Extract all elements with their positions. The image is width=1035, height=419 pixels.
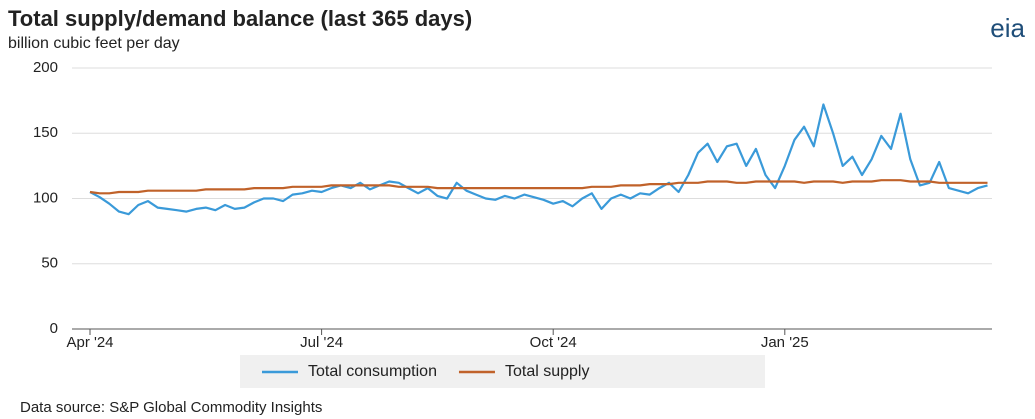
source: Data source: S&P Global Commodity Insigh… [20,399,322,416]
y-tick-label: 50 [41,255,58,272]
chart-title: Total supply/demand balance (last 365 da… [8,6,472,31]
legend-label: Total supply [505,363,590,380]
x-tick-label: Jan '25 [761,334,809,351]
logo: eia [990,13,1025,43]
x-tick-label: Apr '24 [66,334,113,351]
y-tick-label: 200 [33,59,58,76]
y-tick-label: 150 [33,124,58,141]
series-line [89,103,988,216]
legend-label: Total consumption [308,363,437,380]
subtitle: billion cubic feet per day [8,35,180,52]
x-tick-label: Oct '24 [530,334,577,351]
y-tick-label: 0 [50,320,58,337]
x-tick-label: Jul '24 [300,334,343,351]
y-tick-label: 100 [33,189,58,206]
series-line [89,179,988,195]
legend-box [240,355,765,388]
